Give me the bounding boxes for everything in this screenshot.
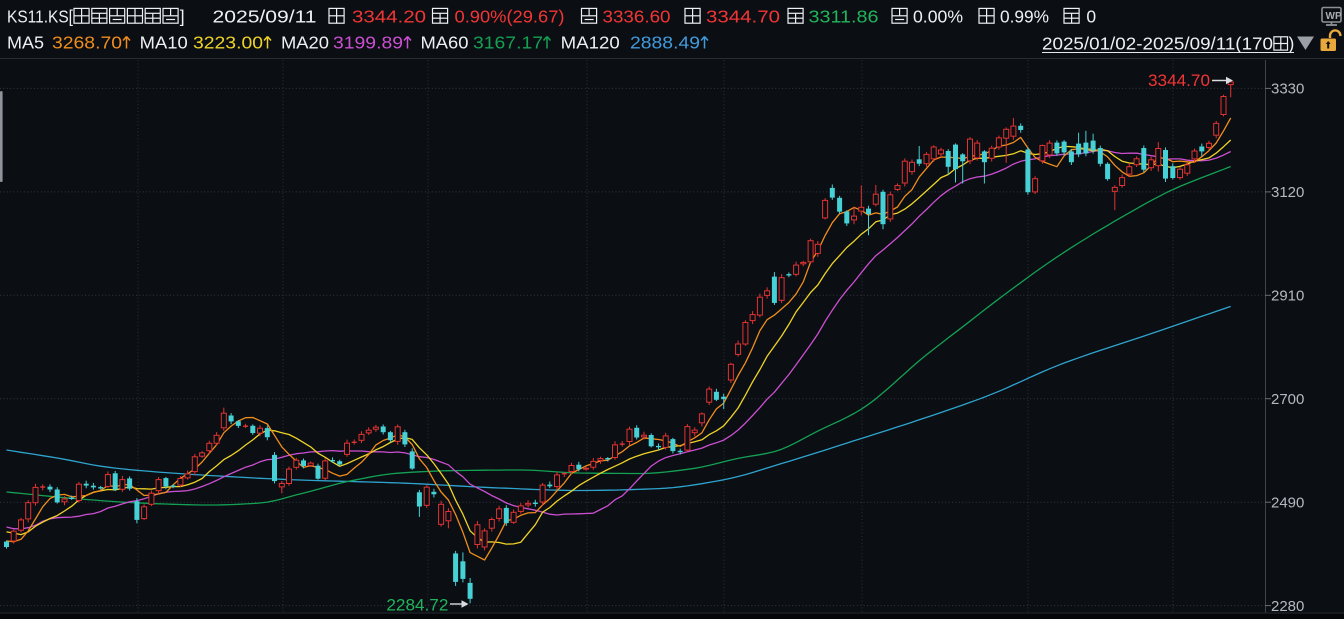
- svg-text:3336.60: 3336.60: [603, 7, 671, 27]
- svg-text:3223.00: 3223.00: [193, 33, 263, 53]
- svg-text:0.99%: 0.99%: [1000, 7, 1049, 27]
- svg-text:3311.86: 3311.86: [809, 7, 879, 27]
- svg-text:2025/09/11: 2025/09/11: [213, 7, 317, 27]
- svg-text:): ): [1289, 34, 1295, 54]
- svg-text:0.90%(29.67): 0.90%(29.67): [455, 7, 565, 27]
- svg-text:]: ]: [180, 7, 185, 27]
- svg-text:3199.89: 3199.89: [333, 33, 403, 53]
- svg-text:0.00%: 0.00%: [913, 7, 963, 27]
- svg-text:2025/01/02-2025/09/11(170: 2025/01/02-2025/09/11(170: [1042, 34, 1273, 54]
- svg-text:WP: WP: [1326, 11, 1342, 22]
- svg-text:3268.70: 3268.70: [52, 33, 122, 53]
- svg-text:2888.49: 2888.49: [630, 33, 700, 53]
- svg-text:2284.72: 2284.72: [386, 597, 448, 615]
- svg-text:2700: 2700: [1271, 391, 1304, 408]
- svg-text:2280: 2280: [1271, 598, 1304, 615]
- svg-text:MA60: MA60: [421, 33, 469, 53]
- svg-text:MA10: MA10: [140, 33, 188, 53]
- svg-text:0: 0: [1086, 7, 1096, 27]
- svg-text:3330: 3330: [1271, 81, 1304, 98]
- svg-text:2490: 2490: [1271, 495, 1304, 512]
- svg-text:3344.20: 3344.20: [352, 7, 426, 27]
- svg-text:3167.17: 3167.17: [473, 33, 543, 53]
- svg-text:2910: 2910: [1271, 288, 1304, 305]
- svg-text:MA120: MA120: [561, 33, 620, 53]
- svg-text:MA5: MA5: [7, 33, 44, 53]
- svg-text:3344.70: 3344.70: [1148, 72, 1210, 90]
- svg-text:3344.70: 3344.70: [706, 7, 780, 27]
- svg-text:3120: 3120: [1271, 184, 1304, 201]
- svg-text:KS11.KS[: KS11.KS[: [7, 7, 73, 27]
- svg-text:MA20: MA20: [281, 33, 329, 53]
